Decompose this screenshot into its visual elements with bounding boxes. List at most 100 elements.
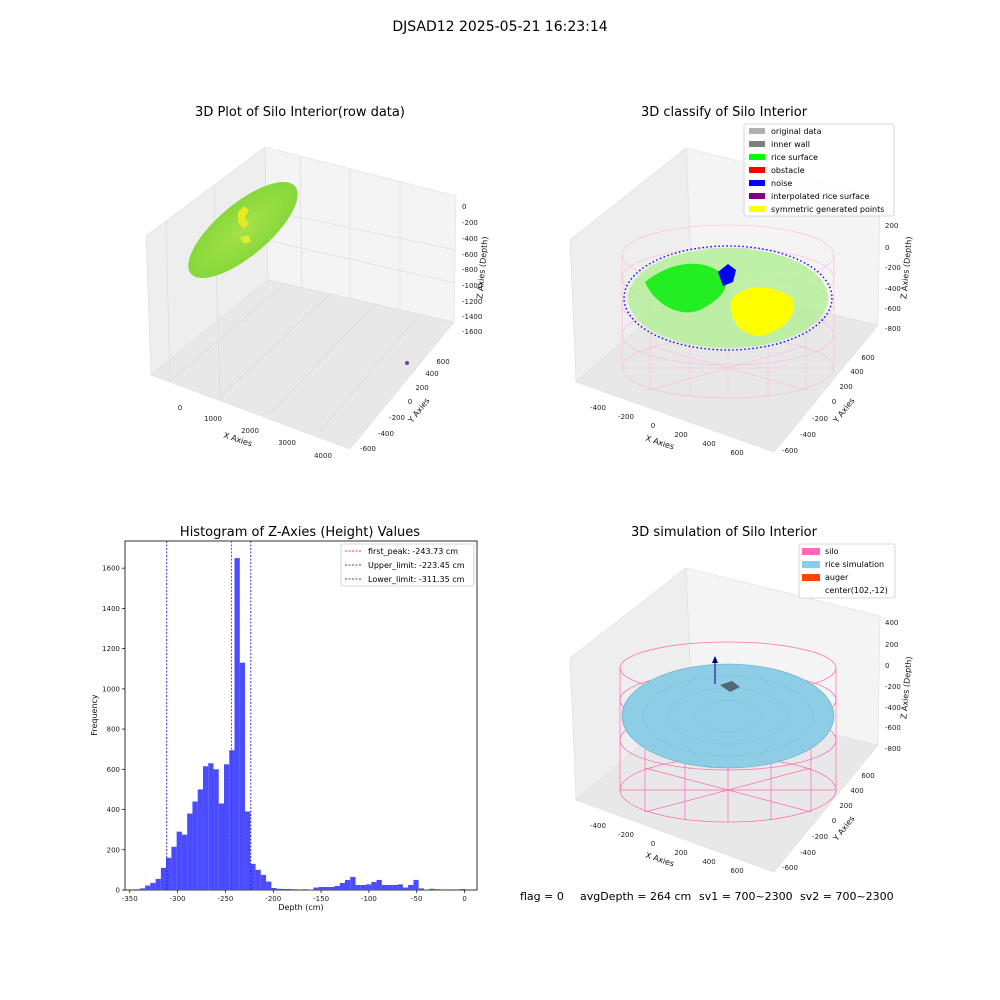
histogram-bar-44 [366,884,372,890]
svg-text:0: 0 [832,398,836,406]
svg-text:400: 400 [850,368,863,376]
histogram-bar-47 [381,884,388,890]
histogram-bar-27 [276,888,282,890]
svg-text:200: 200 [415,384,428,392]
classify-z-axis-label: Z Axies (Depth) [899,236,913,299]
histogram-bar-56 [429,888,435,890]
sim-legend-swatch-rice [802,561,820,568]
svg-text:-200: -200 [389,414,405,422]
histogram-x-tick-1: -300 [170,895,186,903]
legend-upper-limit: Upper_limit: -223.45 cm [368,561,465,570]
svg-text:600: 600 [436,358,449,366]
svg-text:-800: -800 [885,745,901,753]
histogram-bar-4 [155,878,161,890]
histogram-bar-16 [218,803,224,890]
svg-text:-1400: -1400 [462,313,482,321]
histogram-bars [134,558,466,890]
histogram-x-axis-label: Depth (cm) [278,903,323,912]
svg-text:3000: 3000 [278,439,296,447]
svg-text:-400: -400 [800,849,816,857]
histogram-bar-41 [350,876,356,890]
histogram-y-tick-0: 0 [116,887,120,895]
histogram-bar-34 [313,887,319,890]
sim-y-ticks: -600 -400 -200 0 200 400 600 [782,772,875,872]
status-sv1: sv1 = 700~2300 [699,890,793,903]
sim-center-arrow-icon [712,656,718,663]
panel-classify-3d: 3D classify of Silo Interior -400 -200 [569,105,914,457]
status-sv2: sv2 = 700~2300 [800,890,894,903]
histogram-y-tick-8: 1600 [102,565,120,573]
histogram-bar-25 [266,881,272,890]
classify-rice-surface-dense [645,263,727,313]
svg-text:-200: -200 [885,683,901,691]
panel-raw-title: 3D Plot of Silo Interior(row data) [195,105,405,120]
svg-text:200: 200 [885,222,898,230]
svg-text:-200: -200 [885,264,901,272]
svg-text:-400: -400 [885,285,901,293]
histogram-bar-8 [176,831,182,890]
svg-text:400: 400 [702,858,715,866]
histogram-y-tick-2: 400 [107,806,120,814]
histogram-x-ticks: -350 -300 -250 -200 -150 -100 -50 0 [122,890,467,903]
svg-text:-200: -200 [618,831,634,839]
legend-lower-limit: Lower_limit: -311.35 cm [368,575,465,584]
legend-first-peak: first_peak: -243.73 cm [368,547,458,556]
histogram-bar-12 [197,789,203,890]
classify-legend-obstacle: obstacle [771,166,805,175]
histogram-bar-21 [245,811,251,890]
classify-legend-swatch-rice [749,154,765,160]
histogram-title: Histogram of Z-Axies (Height) Values [180,525,420,540]
histogram-bar-10 [187,813,193,890]
svg-text:0: 0 [885,662,889,670]
svg-text:-400: -400 [590,404,606,412]
histogram-bar-17 [224,764,230,890]
histogram-bar-45 [371,881,377,890]
histogram-bar-5 [160,867,167,890]
classify-legend-noise: noise [771,179,792,188]
histogram-bar-51 [402,887,409,890]
histogram-bar-57 [434,889,440,890]
raw-point-cloud [188,181,298,279]
classify-legend-symmetric: symmetric generated points [771,205,884,214]
histogram-x-tick-4: -150 [313,895,329,903]
sim-x-axis-label: X Axies [644,851,675,869]
raw-yellow-cluster [238,206,249,229]
panel-simulation-3d: 3D simulation of Silo Interior -400 -200 [569,525,914,875]
histogram-y-tick-1: 200 [107,846,120,854]
histogram-bar-29 [287,888,293,890]
sim-legend: silo rice simulation auger center(102,-1… [798,543,896,599]
classify-legend-innerwall: inner wall [771,140,810,149]
svg-text:-400: -400 [462,235,478,243]
status-line: flag = 0 avgDepth = 264 cm sv1 = 700~230… [520,890,894,903]
raw-pane-floor [150,279,455,450]
raw-z-ticks: 0 -200 -400 -600 -800 -1000 -1200 -1400 … [462,203,482,336]
svg-text:1000: 1000 [204,415,222,423]
histogram-bar-42 [355,884,361,890]
svg-text:-1600: -1600 [462,328,482,336]
classify-legend-swatch-noise [749,180,765,186]
histogram-bar-14 [208,763,214,890]
histogram-bar-18 [229,750,235,890]
classify-legend-original: original data [771,127,822,136]
histogram-y-tick-3: 600 [107,766,120,774]
histogram-bar-54 [418,888,424,890]
svg-text:-600: -600 [885,305,901,313]
histogram-bar-58 [444,889,450,890]
histogram-bar-20 [239,662,246,890]
raw-z-axis-label: Z Axies (Depth) [475,236,489,299]
sim-z-axis-label: Z Axies (Depth) [899,656,913,719]
histogram-x-tick-7: 0 [462,895,466,903]
histogram-reference-lines [166,541,252,890]
histogram-bar-30 [292,889,298,890]
status-flag: flag = 0 [520,890,564,903]
histogram-y-ticks: 0 200 400 600 800 1000 1200 1400 1600 [102,565,125,895]
svg-text:-600: -600 [885,724,901,732]
sim-legend-auger: auger [825,573,849,582]
svg-text:-600: -600 [462,251,478,259]
histogram-bar-53 [413,879,419,890]
svg-text:-600: -600 [360,445,376,453]
svg-text:-800: -800 [885,325,901,333]
raw-x-ticks: 0 1000 2000 3000 4000 [178,404,332,460]
sim-auger-region [720,681,740,692]
histogram-bar-38 [334,885,340,890]
